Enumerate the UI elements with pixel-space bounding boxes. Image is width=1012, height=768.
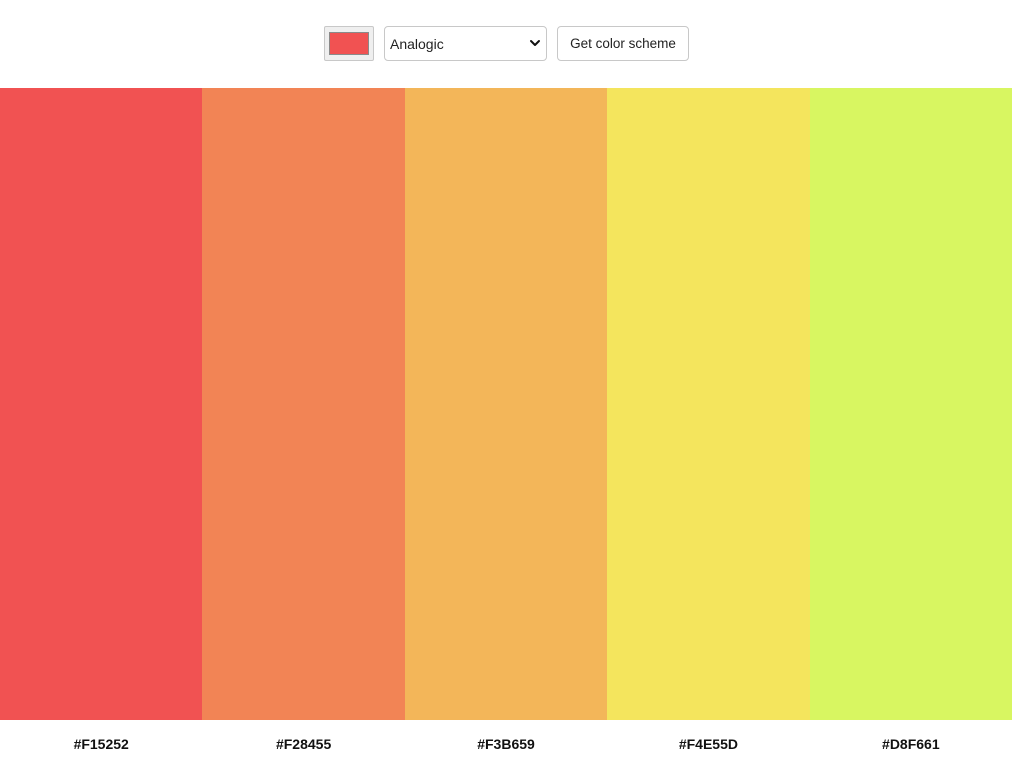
hex-label: #F28455 xyxy=(275,736,332,752)
hex-label: #F15252 xyxy=(73,736,129,752)
hex-labels: #F15252 #F28455 #F3B659 #F4E55D #D8F661 xyxy=(0,720,1012,764)
color-column xyxy=(202,88,405,720)
seed-color-swatch xyxy=(329,32,369,55)
color-column xyxy=(404,88,608,720)
hex-label: #F4E55D xyxy=(678,736,738,752)
hex-label: #F3B659 xyxy=(477,736,535,752)
scheme-mode-select[interactable]: Analogic xyxy=(384,26,547,61)
color-scheme-display xyxy=(0,88,1012,720)
scheme-mode-value: Analogic xyxy=(390,36,444,52)
color-column xyxy=(607,88,810,720)
hex-label: #D8F661 xyxy=(882,736,940,752)
color-column xyxy=(0,88,203,720)
color-column xyxy=(809,88,1012,720)
seed-color-picker[interactable] xyxy=(324,26,374,61)
get-color-scheme-button[interactable]: Get color scheme xyxy=(557,26,689,61)
chevron-down-icon xyxy=(530,40,540,46)
toolbar: Analogic Get color scheme xyxy=(0,0,1012,88)
